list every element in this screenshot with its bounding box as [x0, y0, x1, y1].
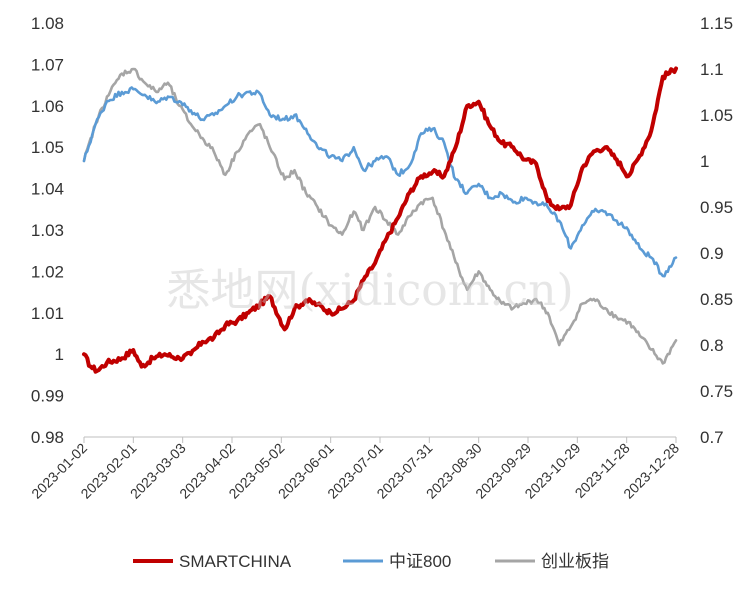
y-right-tick-label: 0.85: [700, 290, 733, 309]
legend-label: 中证800: [389, 552, 451, 571]
y-left-tick-label: 1: [55, 345, 64, 364]
y-right-tick-label: 1.1: [700, 60, 724, 79]
series-line-smartchina: [82, 66, 678, 374]
y-right-tick-label: 0.95: [700, 198, 733, 217]
x-axis: 2023-01-022023-02-012023-03-032023-04-02…: [28, 436, 682, 502]
y-left-tick-label: 1.08: [31, 14, 64, 33]
y-left-tick-label: 0.98: [31, 428, 64, 447]
y-right-tick-label: 0.75: [700, 382, 733, 401]
y-right-tick-label: 0.7: [700, 428, 724, 447]
y-axis-right: 0.7 0.75 0.8 0.85 0.9 0.95 1 1.05 1.1 1.15: [700, 14, 733, 447]
y-left-tick-label: 1.07: [31, 55, 64, 74]
y-left-tick-label: 1.06: [31, 97, 64, 116]
y-left-tick-label: 1.02: [31, 262, 64, 281]
y-left-tick-label: 1.03: [31, 221, 64, 240]
y-right-tick-label: 1.05: [700, 106, 733, 125]
y-left-tick-label: 1.05: [31, 138, 64, 157]
y-right-tick-label: 0.8: [700, 336, 724, 355]
watermark-text: 悉地网(xidicom.cn): [166, 265, 573, 316]
y-left-tick-label: 1.01: [31, 304, 64, 323]
y-left-tick-label: 1.04: [31, 180, 64, 199]
series-line-csi800: [82, 86, 678, 278]
legend: SMARTCHINA 中证800 创业板指: [133, 552, 609, 571]
y-right-tick-label: 1: [700, 152, 709, 171]
y-axis-left: 0.98 0.99 1 1.01 1.02 1.03 1.04 1.05 1.06 1.07 1.0…: [31, 14, 64, 447]
y-right-tick-label: 0.9: [700, 244, 724, 263]
y-right-tick-label: 1.15: [700, 14, 733, 33]
legend-label: SMARTCHINA: [179, 552, 292, 571]
legend-label: 创业板指: [541, 552, 609, 571]
series-line-chinext: [82, 67, 678, 365]
y-left-tick-label: 0.99: [31, 387, 64, 406]
series-layer: [82, 66, 678, 374]
